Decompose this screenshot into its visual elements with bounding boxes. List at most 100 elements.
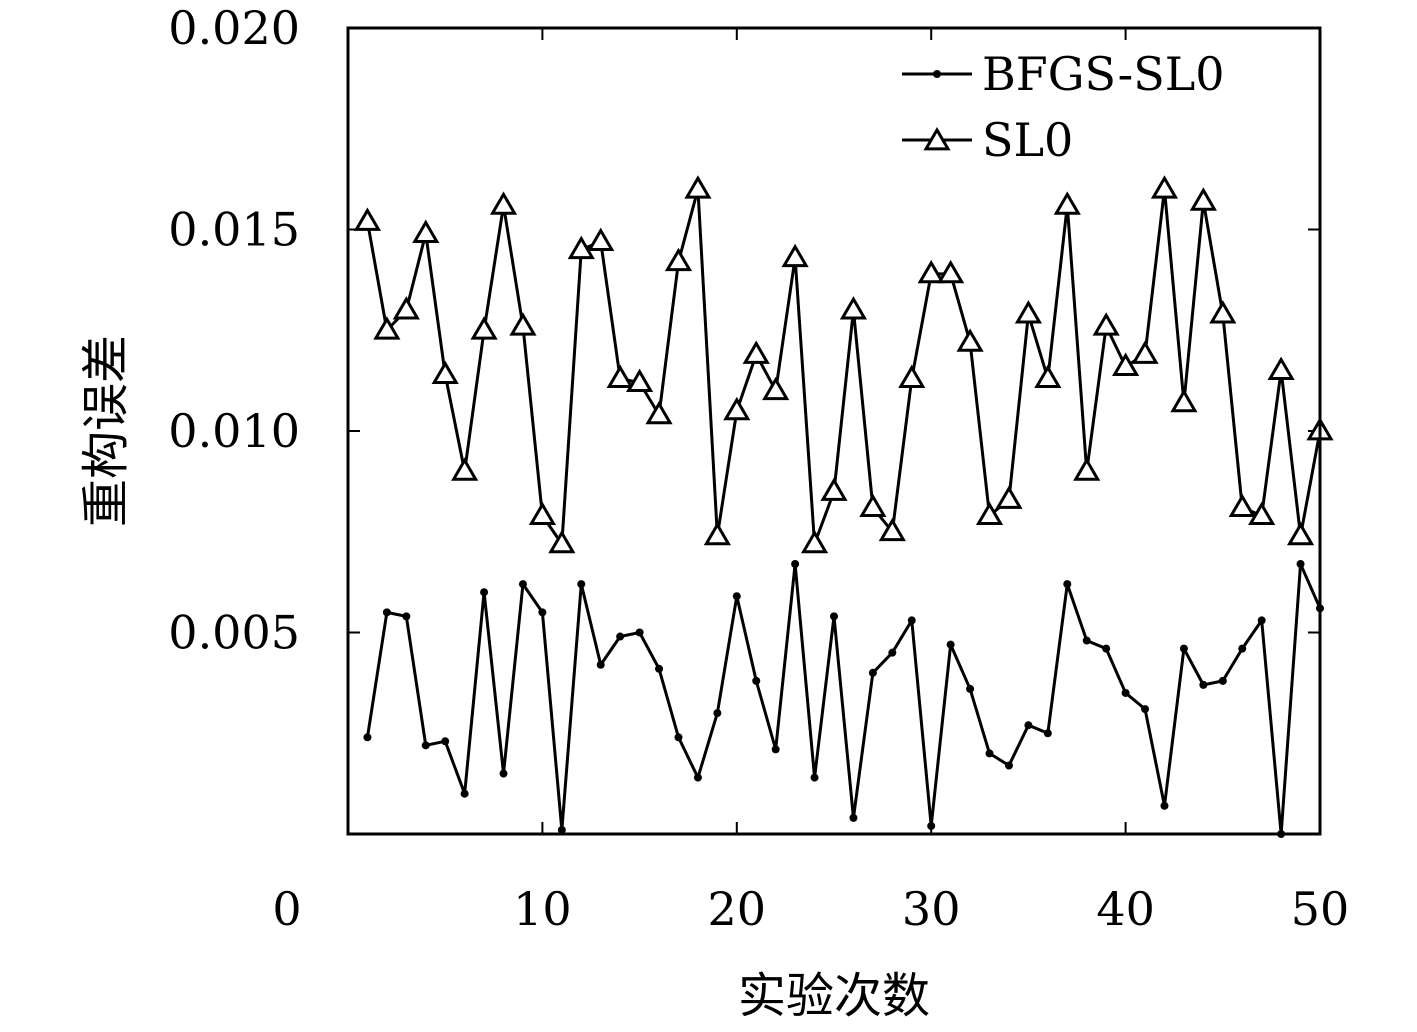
data-point: [373, 316, 401, 340]
data-point: [1267, 356, 1295, 380]
data-point: [548, 529, 576, 554]
data-point: [1092, 312, 1120, 336]
data-point: [771, 745, 780, 754]
data-point: [664, 247, 693, 272]
series-BFGS-SL0: [363, 559, 1324, 838]
data-point: [596, 660, 605, 669]
data-point: [1043, 729, 1052, 738]
data-point: [1073, 457, 1101, 481]
data-point: [781, 243, 809, 268]
data-point: [820, 477, 848, 501]
data-point: [1141, 705, 1150, 714]
data-point: [859, 493, 887, 517]
data-point: [888, 648, 897, 657]
y-tick-label: 0.005: [168, 606, 300, 660]
data-point: [975, 501, 1004, 526]
data-point: [441, 737, 450, 746]
data-point: [382, 608, 391, 617]
data-point: [1131, 340, 1159, 364]
data-point: [1160, 801, 1169, 810]
x-ticks: 0 10 20 30 40 50: [272, 28, 1349, 936]
data-point: [1150, 175, 1179, 199]
data-point: [402, 612, 411, 621]
x-tick-label: 50: [1291, 882, 1350, 936]
data-point: [800, 529, 829, 554]
data-point: [1179, 644, 1188, 653]
data-point: [723, 396, 751, 421]
data-point: [703, 521, 731, 546]
series-layer: [353, 175, 1334, 838]
data-point: [480, 588, 489, 597]
data-point: [693, 773, 702, 782]
data-point: [587, 227, 615, 252]
x-tick-label: 40: [1096, 882, 1155, 936]
data-point: [557, 825, 566, 834]
data-point: [752, 676, 761, 685]
data-point: [567, 235, 595, 260]
series-line: [365, 187, 1322, 546]
x-tick-label: 0: [272, 882, 301, 936]
data-point: [1034, 364, 1062, 389]
data-point: [742, 340, 770, 364]
data-point: [1228, 493, 1256, 517]
data-point: [392, 296, 420, 320]
data-point: [1102, 644, 1111, 653]
data-point: [528, 501, 557, 526]
data-point: [616, 632, 625, 641]
data-point: [791, 559, 800, 568]
data-point: [577, 580, 586, 589]
data-point: [625, 368, 654, 393]
data-point: [412, 219, 440, 243]
data-point: [674, 733, 683, 742]
legend-label: BFGS-SL0: [982, 47, 1225, 101]
y-tick-label: 0.015: [168, 203, 300, 257]
data-point: [353, 207, 382, 231]
data-point: [839, 296, 868, 320]
data-point: [1296, 559, 1305, 568]
data-point: [684, 175, 712, 199]
data-point: [518, 580, 527, 589]
data-point: [1053, 191, 1081, 215]
data-point: [460, 789, 469, 798]
data-point: [1218, 676, 1227, 685]
data-point: [878, 517, 906, 542]
data-point: [421, 741, 430, 750]
data-point: [606, 364, 634, 389]
legend-item: BFGS-SL0: [902, 47, 1225, 101]
data-point: [655, 664, 664, 673]
data-point: [1238, 644, 1247, 653]
data-point: [499, 769, 508, 778]
y-tick-label: 0.020: [168, 1, 300, 55]
data-point: [1199, 680, 1208, 689]
data-point: [927, 821, 936, 830]
data-point: [470, 316, 498, 340]
data-point: [431, 360, 459, 384]
data-point: [849, 813, 858, 822]
legend-marker: [933, 70, 941, 78]
series-SL0: [353, 175, 1334, 554]
data-point: [956, 328, 984, 352]
data-point: [907, 616, 916, 625]
data-point: [635, 628, 644, 637]
data-point: [1209, 300, 1237, 324]
data-point: [995, 485, 1023, 509]
x-axis-title: 实验次数: [738, 968, 930, 1024]
data-point: [868, 668, 877, 677]
data-point: [1063, 580, 1072, 589]
x-tick-label: 30: [902, 882, 961, 936]
data-point: [1257, 616, 1266, 625]
y-axis-title: 重构误差: [78, 335, 134, 527]
data-point: [1082, 636, 1091, 645]
data-point: [509, 312, 537, 336]
data-point: [489, 191, 518, 215]
data-point: [1189, 187, 1217, 211]
x-tick-label: 20: [708, 882, 767, 936]
series-line: [365, 562, 1322, 836]
legend-item: SL0: [902, 113, 1073, 167]
data-point: [898, 364, 926, 389]
data-point: [451, 457, 479, 481]
data-point: [946, 640, 955, 649]
data-point: [1004, 761, 1013, 770]
plot-frame: [346, 26, 1322, 836]
